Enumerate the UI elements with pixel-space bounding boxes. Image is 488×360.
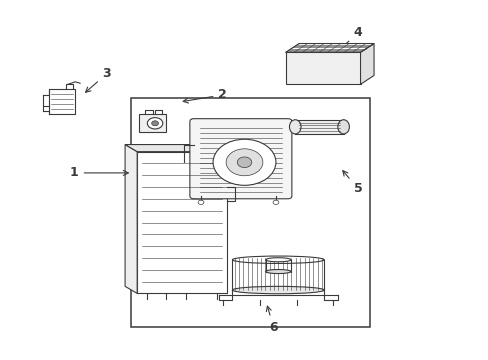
- Text: 1: 1: [70, 166, 128, 179]
- Ellipse shape: [232, 286, 324, 294]
- Circle shape: [151, 121, 158, 126]
- Circle shape: [272, 200, 278, 204]
- Ellipse shape: [265, 270, 290, 274]
- Ellipse shape: [289, 120, 301, 134]
- FancyBboxPatch shape: [189, 119, 291, 199]
- Text: 2: 2: [183, 89, 226, 103]
- Polygon shape: [125, 145, 226, 152]
- Ellipse shape: [232, 256, 324, 264]
- Polygon shape: [285, 44, 373, 53]
- Circle shape: [237, 157, 251, 168]
- Circle shape: [225, 149, 263, 176]
- Polygon shape: [360, 44, 373, 84]
- Text: 5: 5: [342, 171, 362, 195]
- Circle shape: [198, 200, 203, 204]
- Ellipse shape: [337, 120, 349, 134]
- Circle shape: [213, 139, 275, 185]
- Polygon shape: [125, 145, 137, 293]
- Circle shape: [147, 118, 163, 129]
- Text: 4: 4: [339, 26, 362, 50]
- Bar: [139, 114, 166, 132]
- Bar: [285, 53, 360, 84]
- Text: 6: 6: [266, 306, 277, 334]
- Bar: [131, 99, 369, 327]
- Bar: [295, 120, 343, 134]
- Text: 3: 3: [85, 67, 111, 92]
- Ellipse shape: [265, 258, 290, 262]
